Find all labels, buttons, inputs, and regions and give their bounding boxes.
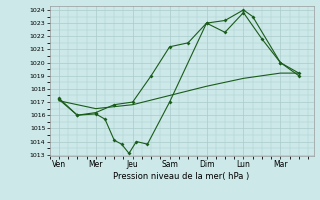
X-axis label: Pression niveau de la mer( hPa ): Pression niveau de la mer( hPa ) xyxy=(114,172,250,181)
